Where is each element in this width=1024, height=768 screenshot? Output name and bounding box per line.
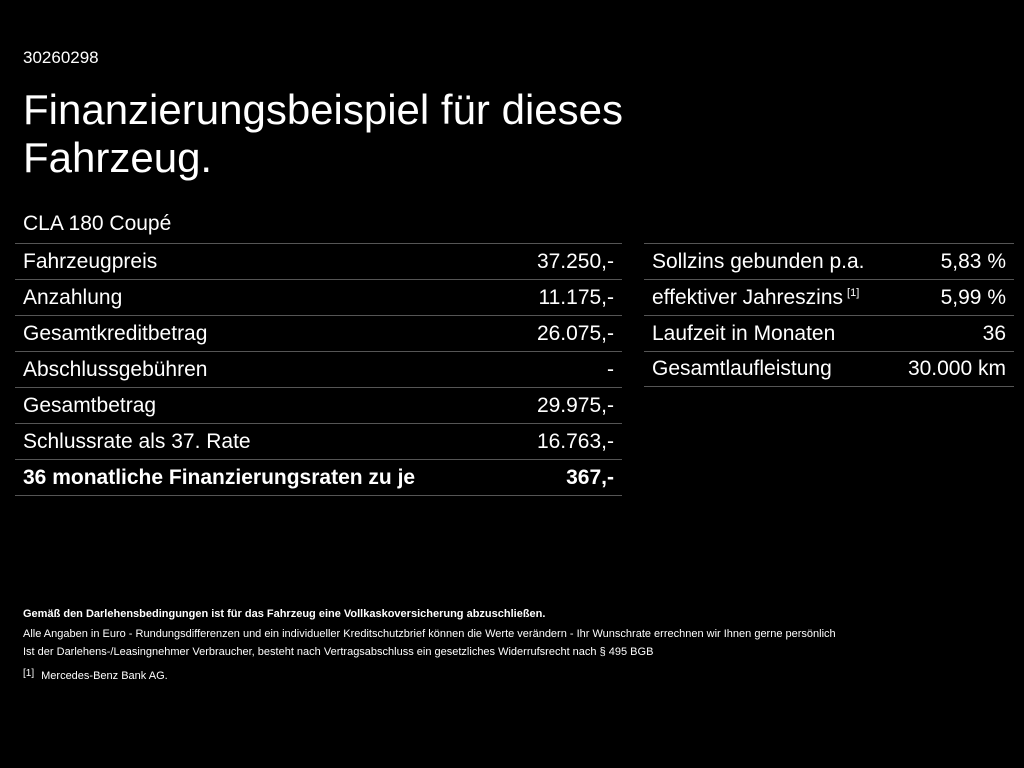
row-label: Anzahlung [23, 285, 123, 309]
footnote-marker: [1] [847, 286, 860, 299]
table-row: Laufzeit in Monaten 36 [644, 315, 1014, 351]
row-label: Gesamtkreditbetrag [23, 321, 208, 345]
row-label: Fahrzeugpreis [23, 249, 158, 273]
financing-table-left: Fahrzeugpreis 37.250,- Anzahlung 11.175,… [15, 243, 622, 496]
row-label: Abschlussgebühren [23, 357, 208, 381]
table-row: Gesamtbetrag 29.975,- [15, 387, 622, 423]
row-label: Laufzeit in Monaten [652, 321, 836, 345]
table-row: Sollzins gebunden p.a. 5,83 % [644, 243, 1014, 279]
table-row: Gesamtlaufleistung 30.000 km [644, 351, 1014, 387]
row-value: 11.175,- [538, 285, 615, 309]
row-value: 5,83 % [940, 249, 1006, 273]
table-row: Fahrzeugpreis 37.250,- [15, 243, 622, 279]
vehicle-model: CLA 180 Coupé [23, 212, 172, 235]
row-label: effektiver Jahreszins [652, 285, 844, 309]
row-value: 29.975,- [536, 393, 614, 417]
row-label-container: effektiver Jahreszins [1] [652, 286, 859, 310]
row-label: 36 monatliche Finanzierungsraten zu je [23, 465, 416, 489]
offer-code: 30260298 [23, 48, 99, 67]
row-label: Gesamtlaufleistung [652, 357, 832, 380]
table-row: Abschlussgebühren - [15, 351, 622, 387]
row-label: Schlussrate als 37. Rate [23, 429, 251, 453]
row-value: 30.000 km [907, 357, 1006, 380]
table-row: Anzahlung 11.175,- [15, 279, 622, 315]
page-title: Finanzierungsbeispiel für dieses Fahrzeu… [23, 86, 623, 181]
withdrawal-note: Ist der Darlehens-/Leasingnehmer Verbrau… [23, 646, 654, 658]
footnote-text: Mercedes-Benz Bank AG. [41, 670, 168, 682]
row-value: 16.763,- [536, 429, 614, 453]
row-label: Gesamtbetrag [23, 393, 157, 417]
row-value: - [607, 357, 614, 381]
row-value: 5,99 % [940, 285, 1006, 309]
footnote: [1] Mercedes-Benz Bank AG. [23, 667, 1003, 685]
table-row: Gesamtkreditbetrag 26.075,- [15, 315, 622, 351]
row-value: 37.250,- [536, 249, 614, 273]
row-value: 26.075,- [536, 321, 614, 345]
legal-notes: Gemäß den Darlehensbedingungen ist für d… [23, 605, 1003, 685]
row-value: 36 [982, 321, 1006, 345]
table-row: Schlussrate als 37. Rate 16.763,- [15, 423, 622, 459]
rounding-note: Alle Angaben in Euro - Rundungsdifferenz… [23, 628, 836, 640]
insurance-note: Gemäß den Darlehensbedingungen ist für d… [23, 608, 546, 620]
row-value: 367,- [566, 465, 614, 489]
monthly-rate-row: 36 monatliche Finanzierungsraten zu je 3… [15, 459, 622, 496]
table-row: effektiver Jahreszins [1] 5,99 % [644, 279, 1014, 315]
footnote-mark: [1] [23, 668, 35, 679]
financing-table-right: Sollzins gebunden p.a. 5,83 % effektiver… [644, 243, 1014, 387]
row-label: Sollzins gebunden p.a. [652, 249, 865, 273]
